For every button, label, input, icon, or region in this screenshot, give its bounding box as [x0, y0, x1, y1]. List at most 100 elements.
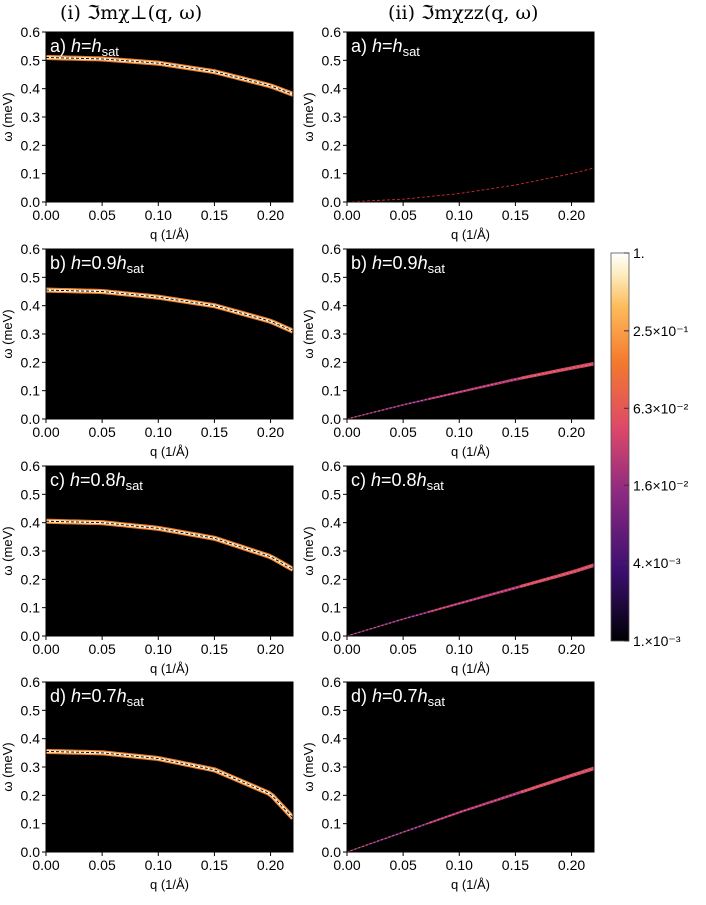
y-tick-label: 0.6 — [21, 458, 41, 474]
colorbar-tick-label: 4.×10⁻³ — [633, 555, 681, 571]
x-tick-label: 0.05 — [390, 641, 417, 657]
x-tick-label: 0.15 — [502, 207, 529, 223]
x-tick-label: 0.00 — [32, 857, 59, 873]
y-tick-label: 0.1 — [21, 383, 41, 399]
intensity-band-segment — [581, 766, 594, 774]
column-title-text: (i) ℑmχ⊥(q, ω) — [60, 2, 203, 24]
panel-i-b: 0.0 0.1 0.2 0.3 0.4 0.5 0.6 0.00 0.05 0.10 0.15 0.2… — [0, 241, 294, 459]
intensity-band-segment — [418, 397, 431, 403]
intensity-band-segment — [366, 840, 379, 846]
y-tick-label: 0.2 — [322, 137, 342, 153]
y-tick-label: 0.2 — [322, 787, 342, 803]
plot-background — [347, 249, 594, 419]
y-tick-label: 0.6 — [322, 458, 342, 474]
intensity-band-segment — [479, 383, 493, 389]
x-axis-label: q (1/Å) — [451, 444, 490, 459]
y-tick-label: 0.4 — [21, 298, 41, 314]
y-tick-label: 0.1 — [21, 166, 41, 182]
intensity-band-segment — [581, 563, 594, 571]
y-tick-label: 0.1 — [21, 816, 41, 832]
colorbar-tick-label: 1.6×10⁻² — [633, 477, 689, 493]
y-tick-label: 0.6 — [21, 24, 41, 40]
y-axis-label: ω (meV) — [0, 309, 15, 358]
y-tick-label: 0.5 — [322, 486, 342, 502]
y-tick-label: 0.6 — [21, 674, 41, 690]
x-axis-label: q (1/Å) — [150, 444, 189, 459]
panel-label: d) h=0.7hsat — [50, 686, 144, 709]
x-tick-label: 0.10 — [446, 207, 473, 223]
x-tick-label: 0.15 — [201, 641, 228, 657]
plot-background — [347, 682, 594, 852]
panel-label: a) h=hsat — [50, 36, 119, 59]
x-axis-label: q (1/Å) — [451, 661, 490, 676]
y-tick-label: 0.0 — [21, 844, 41, 860]
x-axis-label: q (1/Å) — [451, 877, 490, 892]
x-tick-label: 0.05 — [390, 857, 417, 873]
x-axis-label: q (1/Å) — [451, 227, 490, 242]
panel-label: b) h=0.9hsat — [351, 253, 445, 276]
y-tick-label: 0.5 — [21, 486, 41, 502]
intensity-band-segment — [520, 786, 534, 794]
x-tick-label: 0.20 — [257, 424, 284, 440]
panel-ii-d: 0.0 0.1 0.2 0.3 0.4 0.5 0.6 0.00 0.05 0.10 0.15 0.2… — [301, 674, 595, 892]
colorbar-tick-label: 2.5×10⁻¹ — [633, 323, 689, 339]
panel-label: c) h=0.8hsat — [50, 470, 143, 493]
y-tick-label: 0.5 — [322, 702, 342, 718]
x-tick-label: 0.00 — [32, 207, 59, 223]
panel-label: c) h=0.8hsat — [351, 470, 444, 493]
column-title-perpendicular: (i) ℑmχ⊥(q, ω) — [60, 2, 202, 24]
dispersion-line — [347, 167, 594, 202]
y-tick-label: 0.5 — [21, 269, 41, 285]
intensity-band-segment — [489, 590, 503, 596]
panel-ii-c: 0.0 0.1 0.2 0.3 0.4 0.5 0.6 0.00 0.05 0.10 0.15 0.2… — [301, 458, 595, 676]
y-tick-label: 0.4 — [21, 731, 41, 747]
x-tick-label: 0.20 — [257, 641, 284, 657]
dispersion-line — [46, 750, 293, 819]
y-tick-label: 0.4 — [322, 81, 342, 97]
y-tick-label: 0.0 — [322, 411, 342, 427]
x-axis-label: q (1/Å) — [150, 877, 189, 892]
plot-background — [46, 249, 293, 419]
intensity-band-segment — [407, 825, 420, 832]
intensity-band-segment — [428, 607, 441, 613]
colorbar-gradient — [610, 252, 630, 642]
y-tick-label: 0.6 — [322, 241, 342, 257]
y-tick-label: 0.0 — [21, 628, 41, 644]
y-tick-label: 0.1 — [322, 600, 342, 616]
x-tick-label: 0.10 — [446, 857, 473, 873]
x-tick-label: 0.20 — [558, 857, 585, 873]
panel-label: d) h=0.7hsat — [351, 686, 445, 709]
y-tick-label: 0.2 — [322, 354, 342, 370]
intensity-band-segment — [448, 390, 462, 396]
y-tick-label: 0.3 — [322, 109, 342, 125]
intensity-band-segment — [459, 599, 472, 605]
dispersion-line — [46, 289, 293, 332]
panel-label: b) h=0.9hsat — [50, 253, 144, 276]
panel-ii-b: 0.0 0.1 0.2 0.3 0.4 0.5 0.6 0.00 0.05 0.10 0.15 0.2… — [301, 241, 595, 459]
intensity-band-segment — [551, 572, 565, 580]
y-tick-label: 0.1 — [322, 383, 342, 399]
x-tick-label: 0.15 — [502, 424, 529, 440]
y-axis-label: ω (meV) — [301, 92, 316, 141]
x-tick-label: 0.10 — [446, 641, 473, 657]
y-tick-label: 0.2 — [21, 571, 41, 587]
intensity-band-segment — [397, 616, 410, 622]
x-tick-label: 0.10 — [145, 857, 172, 873]
y-tick-label: 0.4 — [21, 515, 41, 531]
intensity-band-segment — [448, 810, 462, 817]
intensity-band-segment — [366, 410, 379, 415]
y-tick-label: 0.2 — [322, 571, 342, 587]
x-tick-label: 0.10 — [145, 641, 172, 657]
y-tick-label: 0.5 — [322, 269, 342, 285]
x-tick-label: 0.05 — [390, 424, 417, 440]
y-tick-label: 0.4 — [322, 515, 342, 531]
x-tick-label: 0.00 — [333, 424, 360, 440]
y-tick-label: 0.1 — [21, 600, 41, 616]
x-tick-label: 0.05 — [89, 424, 116, 440]
y-tick-label: 0.3 — [322, 326, 342, 342]
x-tick-label: 0.15 — [201, 857, 228, 873]
x-tick-label: 0.00 — [333, 207, 360, 223]
plot-background — [46, 682, 293, 852]
column-title-text: (ii) ℑmχzz(q, ω) — [388, 2, 539, 24]
intensity-band-segment — [551, 776, 565, 784]
